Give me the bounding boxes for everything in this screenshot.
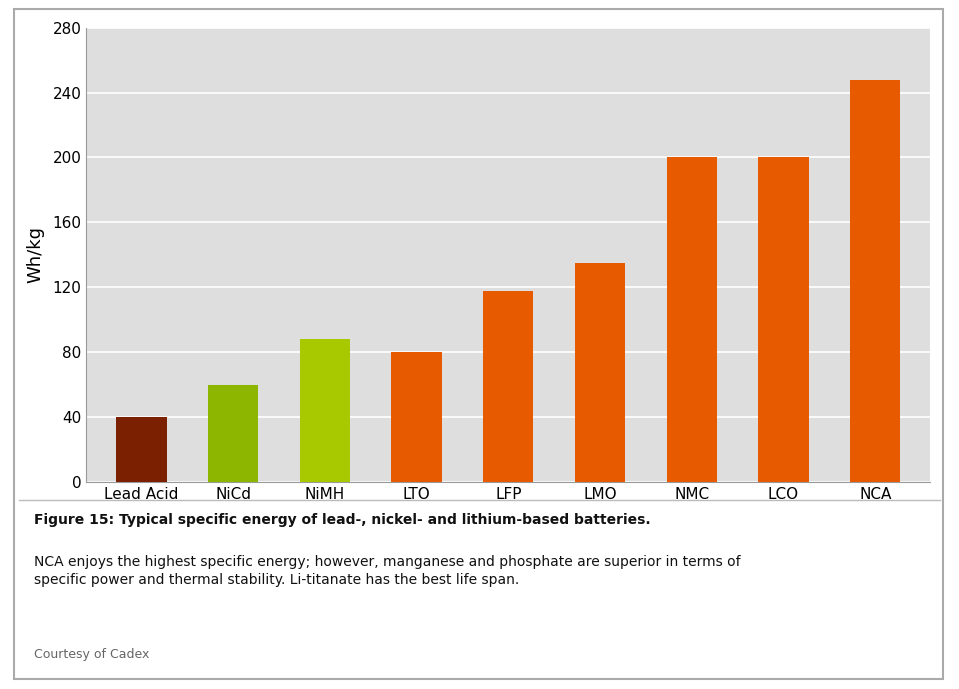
Bar (299, 340, 350, 482)
Y-axis label: Wh/kg: Wh/kg (26, 227, 44, 283)
Bar (116, 418, 167, 482)
Bar (850, 79, 901, 482)
Text: Figure 15: Typical specific energy of lead-, nickel- and lithium-based batteries: Figure 15: Typical specific energy of le… (34, 513, 650, 527)
Bar (759, 158, 808, 482)
Bar (574, 263, 625, 482)
Text: Courtesy of Cadex: Courtesy of Cadex (34, 648, 149, 661)
Bar (483, 291, 533, 482)
Bar (391, 352, 442, 482)
Bar (208, 385, 258, 482)
Bar (667, 158, 717, 482)
Text: NCA enjoys the highest specific energy; however, manganese and phosphate are sup: NCA enjoys the highest specific energy; … (34, 555, 740, 587)
